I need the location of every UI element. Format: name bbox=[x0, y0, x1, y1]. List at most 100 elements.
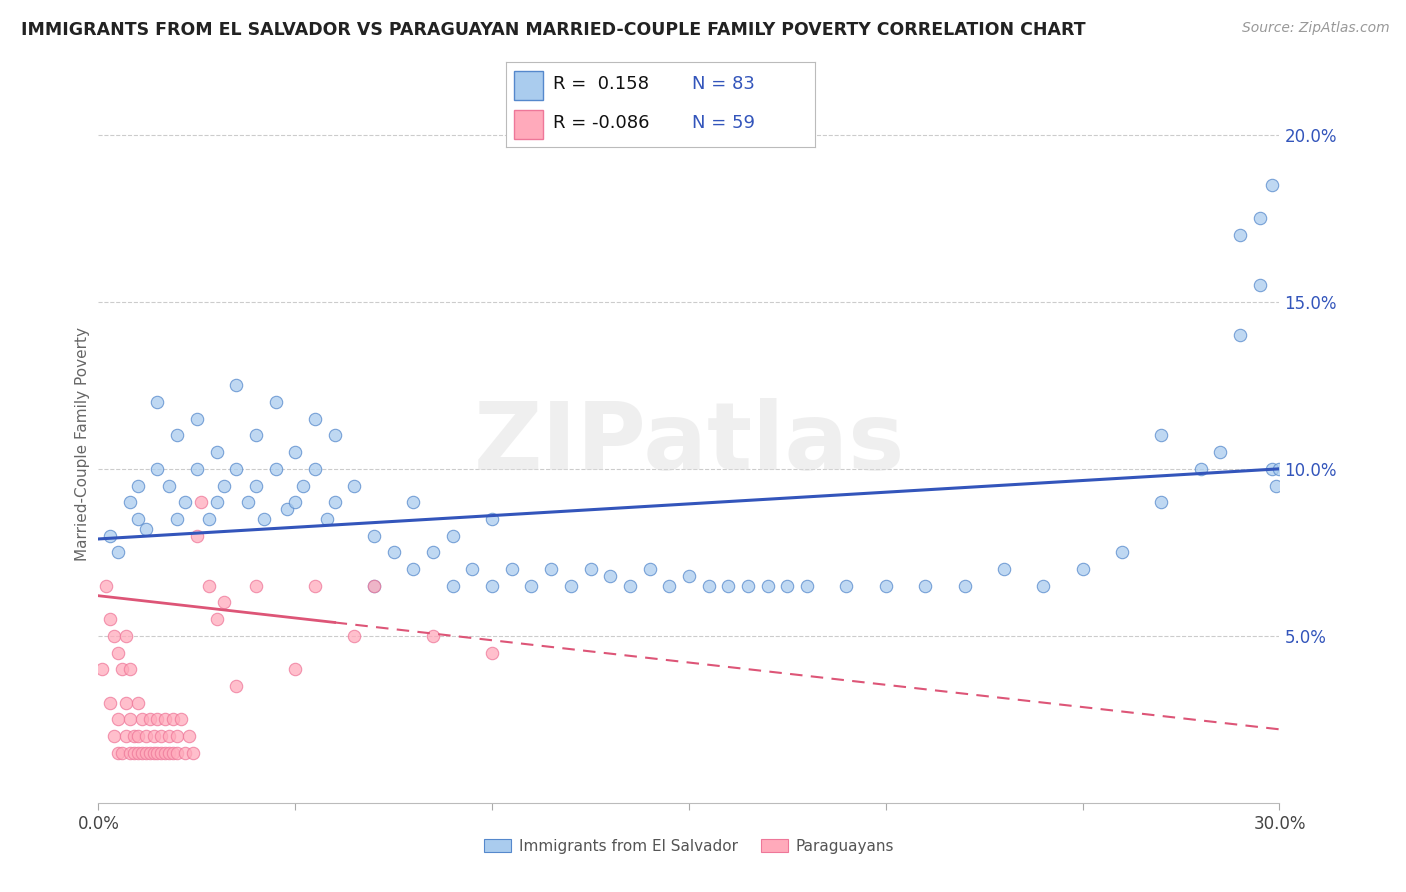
Point bbox=[776, 579, 799, 593]
Point bbox=[343, 629, 366, 643]
Point bbox=[166, 428, 188, 442]
Point bbox=[993, 562, 1015, 576]
Point bbox=[174, 495, 197, 509]
Point bbox=[186, 462, 208, 476]
Point bbox=[1249, 278, 1271, 293]
Point bbox=[205, 612, 228, 626]
Point bbox=[205, 495, 228, 509]
Point bbox=[245, 579, 267, 593]
Point bbox=[91, 662, 114, 676]
Point bbox=[953, 579, 976, 593]
Point bbox=[363, 579, 385, 593]
Point bbox=[225, 378, 247, 392]
Point bbox=[157, 478, 180, 492]
Point bbox=[697, 579, 720, 593]
Point bbox=[276, 502, 298, 516]
Point bbox=[181, 746, 204, 760]
Point bbox=[284, 445, 307, 459]
Point bbox=[1032, 579, 1054, 593]
Point bbox=[599, 568, 621, 582]
Point bbox=[481, 512, 503, 526]
Point bbox=[1150, 428, 1173, 442]
Point bbox=[315, 512, 337, 526]
Point bbox=[441, 579, 464, 593]
Point bbox=[111, 746, 134, 760]
Point bbox=[1111, 545, 1133, 559]
Point bbox=[402, 495, 425, 509]
Y-axis label: Married-Couple Family Poverty: Married-Couple Family Poverty bbox=[75, 326, 90, 561]
Point bbox=[150, 729, 173, 743]
Point bbox=[1249, 211, 1271, 226]
Point bbox=[236, 495, 259, 509]
Point bbox=[323, 495, 346, 509]
Point bbox=[98, 528, 121, 542]
Point bbox=[107, 746, 129, 760]
Point bbox=[155, 712, 177, 726]
Point bbox=[1264, 478, 1286, 492]
Point bbox=[461, 562, 484, 576]
Legend: Immigrants from El Salvador, Paraguayans: Immigrants from El Salvador, Paraguayans bbox=[478, 832, 900, 860]
Point bbox=[103, 629, 125, 643]
Point bbox=[481, 579, 503, 593]
Point bbox=[138, 712, 160, 726]
Point bbox=[292, 478, 315, 492]
Point bbox=[127, 696, 149, 710]
Point bbox=[245, 478, 267, 492]
Point bbox=[284, 495, 307, 509]
Point bbox=[560, 579, 582, 593]
Point bbox=[343, 478, 366, 492]
Point bbox=[717, 579, 740, 593]
Point bbox=[170, 712, 193, 726]
Point bbox=[118, 746, 141, 760]
Point bbox=[579, 562, 602, 576]
Point bbox=[115, 629, 138, 643]
Text: IMMIGRANTS FROM EL SALVADOR VS PARAGUAYAN MARRIED-COUPLE FAMILY POVERTY CORRELAT: IMMIGRANTS FROM EL SALVADOR VS PARAGUAYA… bbox=[21, 21, 1085, 38]
Point bbox=[382, 545, 405, 559]
Point bbox=[96, 579, 118, 593]
Point bbox=[146, 395, 169, 409]
Text: ZIPatlas: ZIPatlas bbox=[474, 398, 904, 490]
Point bbox=[225, 679, 247, 693]
Point bbox=[245, 428, 267, 442]
Text: N = 83: N = 83 bbox=[692, 76, 755, 94]
Point bbox=[127, 478, 149, 492]
FancyBboxPatch shape bbox=[513, 71, 543, 100]
Point bbox=[363, 528, 385, 542]
Text: N = 59: N = 59 bbox=[692, 114, 755, 132]
Point bbox=[737, 579, 759, 593]
Point bbox=[157, 746, 180, 760]
Point bbox=[107, 712, 129, 726]
Point bbox=[107, 646, 129, 660]
Point bbox=[1071, 562, 1094, 576]
Point bbox=[150, 746, 173, 760]
Point bbox=[1229, 227, 1251, 242]
Text: Source: ZipAtlas.com: Source: ZipAtlas.com bbox=[1241, 21, 1389, 35]
Point bbox=[103, 729, 125, 743]
Point bbox=[146, 462, 169, 476]
Point bbox=[162, 712, 184, 726]
Point bbox=[678, 568, 700, 582]
Point bbox=[127, 729, 149, 743]
Point bbox=[135, 522, 157, 536]
Point bbox=[135, 746, 157, 760]
Point bbox=[146, 712, 169, 726]
Point bbox=[197, 579, 219, 593]
Point bbox=[658, 579, 681, 593]
Point bbox=[1268, 462, 1291, 476]
Point bbox=[111, 662, 134, 676]
Point bbox=[304, 411, 326, 425]
Point bbox=[284, 662, 307, 676]
Text: R =  0.158: R = 0.158 bbox=[553, 76, 648, 94]
Point bbox=[1229, 328, 1251, 343]
Point bbox=[157, 729, 180, 743]
Point bbox=[1150, 495, 1173, 509]
Point bbox=[304, 462, 326, 476]
Point bbox=[138, 746, 160, 760]
Point bbox=[1260, 462, 1282, 476]
Point bbox=[118, 495, 141, 509]
Point bbox=[253, 512, 276, 526]
Point bbox=[323, 428, 346, 442]
Point bbox=[162, 746, 184, 760]
Point bbox=[540, 562, 562, 576]
Point bbox=[638, 562, 661, 576]
